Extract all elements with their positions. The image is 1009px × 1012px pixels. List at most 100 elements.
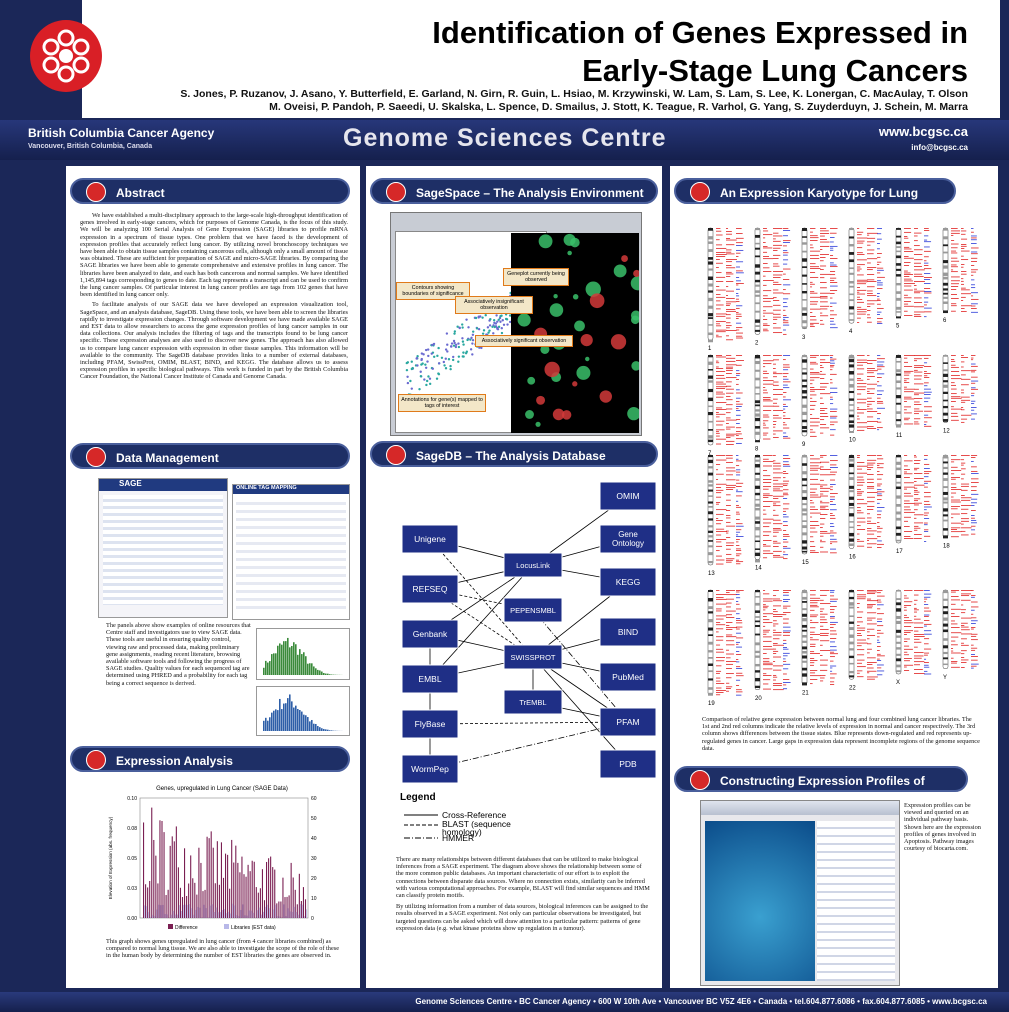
band (755, 485, 760, 489)
expression-tick (726, 561, 732, 563)
expression-tick (716, 694, 721, 696)
legend-title: Legend (400, 792, 436, 803)
expression-tick (716, 262, 723, 264)
expression-tick (857, 409, 867, 410)
bar (145, 884, 147, 918)
expression-tick (867, 293, 873, 295)
band (802, 490, 807, 494)
point (452, 355, 455, 359)
expression-tick (736, 401, 740, 403)
expression-tick (914, 413, 919, 415)
expression-tick (763, 434, 767, 436)
node-label: Gene Ontology (612, 530, 644, 548)
expression-tick (716, 677, 721, 679)
expression-tick (773, 689, 784, 691)
expression-tick (914, 527, 921, 529)
expression-tick (820, 619, 827, 621)
point (431, 343, 434, 347)
expression-tick (736, 322, 742, 324)
band (943, 514, 948, 517)
expression-tick (961, 489, 968, 491)
bar (286, 896, 288, 918)
expression-tick (736, 689, 742, 691)
expression-tick (877, 667, 882, 669)
expression-tick (716, 597, 724, 599)
heading-text: SageSpace – The Analysis Environment (416, 186, 644, 200)
bar (173, 841, 175, 918)
heading-text: SageDB – The Analysis Database (416, 449, 606, 463)
expression-tick (961, 629, 970, 631)
node (599, 481, 657, 511)
point (472, 330, 475, 333)
expression-tick (810, 401, 817, 402)
chromosome-label: 16 (849, 555, 856, 561)
band (943, 296, 948, 299)
bar (222, 909, 223, 918)
band (849, 621, 854, 624)
expression-tick (971, 522, 977, 524)
expression-tick (716, 563, 724, 565)
bar (236, 915, 238, 918)
expression-tick (810, 292, 818, 294)
expression-tick (773, 644, 784, 646)
expression-tick (773, 684, 782, 686)
expression-tick (971, 519, 977, 521)
expression-tick (783, 647, 788, 648)
band (943, 645, 948, 649)
expression-tick (783, 302, 787, 303)
point (501, 319, 504, 322)
expression-tick (877, 608, 881, 610)
expression-tick (810, 322, 819, 324)
expression-tick (924, 246, 930, 248)
expression-tick (716, 438, 727, 440)
bar (160, 905, 162, 918)
expression-tick (961, 370, 971, 372)
expression-tick (820, 254, 829, 255)
band (708, 313, 713, 317)
expression-tick (961, 293, 971, 295)
expression-tick (904, 256, 909, 257)
expression-tick (716, 234, 723, 236)
bar (283, 904, 285, 918)
expression-tick (810, 240, 818, 241)
expression-tick (877, 653, 881, 655)
expression-tick (820, 371, 823, 372)
expression-tick (783, 315, 787, 316)
expression-tick (914, 410, 924, 412)
expression-tick (830, 515, 835, 517)
expression-tick (914, 262, 922, 264)
band (755, 386, 760, 389)
histogram-bar (305, 656, 307, 675)
expression-tick (914, 630, 919, 632)
expression-tick (924, 652, 930, 654)
expression-tick (773, 289, 779, 291)
expression-tick (914, 316, 922, 317)
expression-tick (763, 237, 766, 239)
expression-tick (924, 654, 928, 656)
expression-tick (810, 675, 821, 677)
expression-tick (773, 479, 779, 481)
expression-tick (914, 297, 922, 299)
band (708, 484, 713, 487)
section-heading: An Expression Karyotype for Lung Cancer (674, 178, 956, 226)
histogram-bar (289, 647, 291, 675)
expression-tick (904, 492, 911, 494)
bar (156, 909, 158, 918)
expression-tick (914, 365, 925, 367)
expression-tick (783, 480, 790, 482)
expression-tick (877, 531, 882, 533)
band (755, 459, 760, 462)
expression-tick (877, 514, 882, 516)
expression-tick (783, 435, 788, 437)
band (755, 319, 760, 323)
band (802, 419, 807, 423)
expression-tick (830, 237, 835, 238)
pathway-image (705, 821, 815, 981)
expression-tick (773, 611, 778, 613)
band (896, 590, 901, 592)
expression-tick (763, 397, 771, 398)
expression-tick (971, 284, 975, 286)
histogram-bar (301, 711, 303, 731)
expression-tick (914, 367, 923, 368)
expression-tick (726, 433, 737, 435)
